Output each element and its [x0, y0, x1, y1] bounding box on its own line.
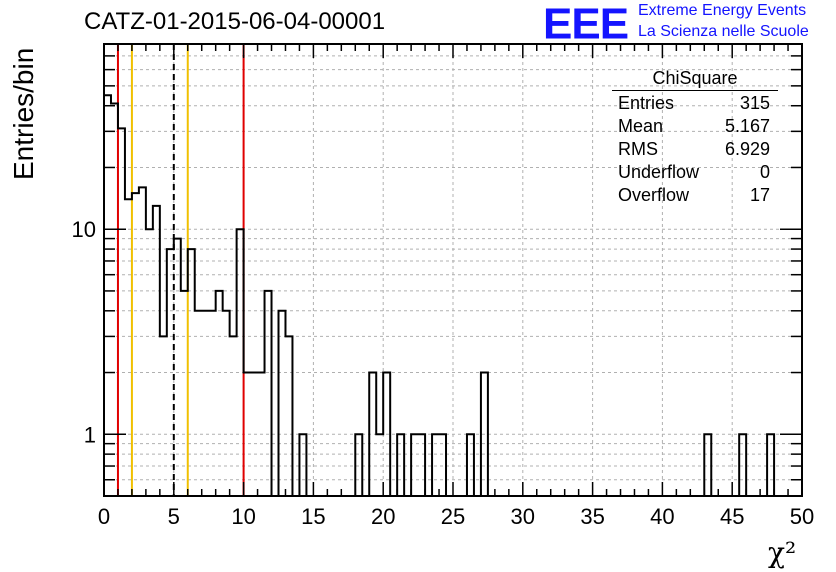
- x-tick-label: 15: [301, 504, 325, 529]
- x-tick-label: 45: [720, 504, 744, 529]
- stats-value: 315: [739, 93, 770, 113]
- eee-logo: EEE: [543, 0, 629, 49]
- project-subtitle: La Scienza nelle Scuole: [638, 23, 809, 40]
- x-axis-label: χ²: [768, 536, 797, 569]
- y-tick-label: 10: [72, 217, 96, 242]
- x-tick-label: 35: [580, 504, 604, 529]
- y-tick-label: 1: [84, 422, 96, 447]
- stats-label: Overflow: [618, 185, 690, 205]
- stats-value: 6.929: [724, 139, 770, 159]
- x-tick-label: 50: [790, 504, 814, 529]
- x-tick-label: 0: [98, 504, 110, 529]
- stats-title: ChiSquare: [652, 68, 738, 88]
- tick-labels: 0 5 10 15 20 25 30 35 40 45 50 1 10: [72, 217, 815, 529]
- project-name: Extreme Energy Events: [638, 2, 807, 19]
- axis-ticks: [103, 43, 803, 497]
- x-tick-label: 30: [511, 504, 535, 529]
- stats-label: Entries: [618, 93, 675, 113]
- stats-label: Mean: [618, 116, 664, 136]
- stats-value: 0: [759, 162, 770, 182]
- stats-value: 5.167: [724, 116, 770, 136]
- x-tick-label: 25: [441, 504, 465, 529]
- stats-value: 17: [749, 185, 770, 205]
- x-tick-label: 5: [168, 504, 180, 529]
- x-tick-label: 10: [231, 504, 255, 529]
- y-axis-label: Entries/bin: [8, 47, 39, 180]
- stats-label: Underflow: [618, 162, 700, 182]
- grid-lines: [104, 43, 802, 497]
- stats-label: RMS: [618, 139, 658, 159]
- stats-divider: [612, 90, 778, 91]
- x-tick-label: 40: [650, 504, 674, 529]
- x-tick-label: 20: [371, 504, 395, 529]
- chart-title: CATZ-01-2015-06-04-00001: [84, 8, 386, 35]
